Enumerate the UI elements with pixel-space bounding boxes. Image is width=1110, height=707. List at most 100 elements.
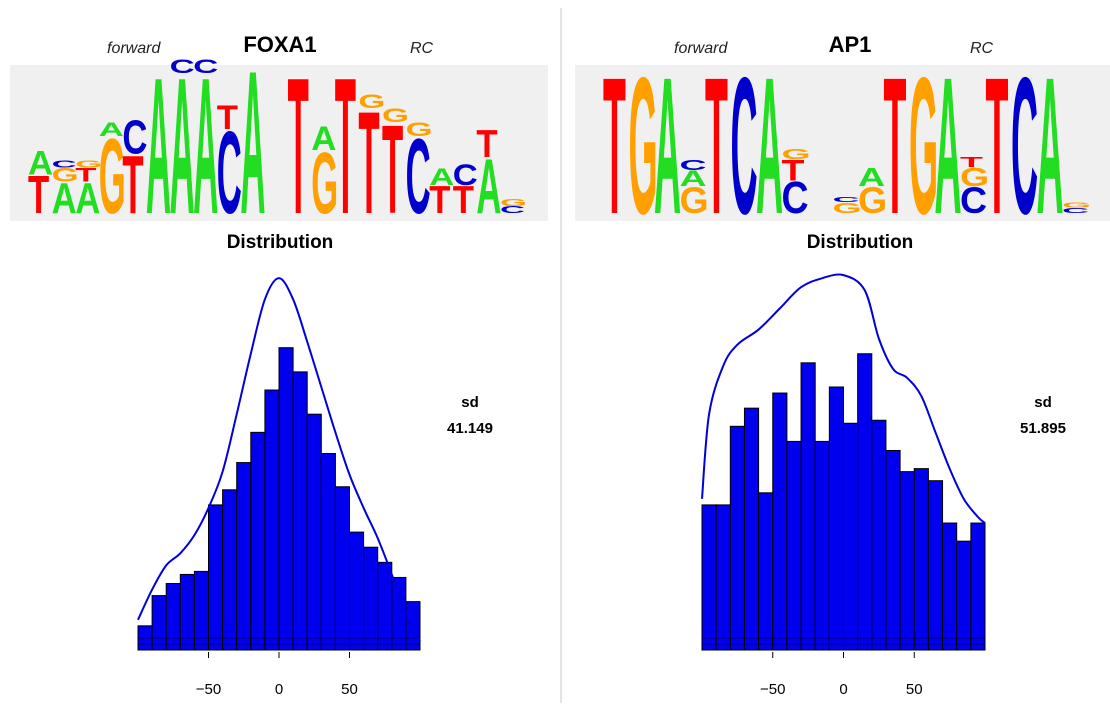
histogram-bar [956, 540, 972, 651]
logo-letter-T: T [705, 37, 728, 255]
logo-letter-A: A [240, 29, 265, 258]
histogram-bar [264, 389, 280, 651]
forward-label: forward [107, 40, 161, 57]
histogram-bar [165, 582, 181, 651]
motif-title: AP1 [828, 32, 872, 57]
rc-label: RC [970, 40, 994, 57]
logo-letter-T: T [453, 178, 475, 221]
logo-letter-C: C [833, 196, 860, 204]
histogram-bar [715, 504, 731, 651]
distribution-histogram: −50 0 50 [137, 277, 421, 698]
logo-letter-C: C [406, 116, 431, 236]
x-tick-label: −50 [196, 681, 221, 698]
logo-letter-A: A [170, 38, 195, 255]
logo-letter-A: A [476, 142, 501, 230]
sd-value: 41.149 [447, 420, 493, 437]
logo-letter-G: G [500, 198, 527, 209]
x-tick-label: 0 [275, 681, 283, 698]
histogram-bar [405, 601, 421, 651]
logo-letter-G: G [680, 179, 709, 221]
logo-letter-G: G [52, 164, 79, 185]
logo-letter-G: G [1062, 201, 1091, 209]
motif-title: FOXA1 [243, 32, 317, 57]
logo-letter-T: T [288, 38, 309, 255]
logo-letter-A: A [146, 38, 171, 255]
distribution-histogram: −50 0 50 [701, 273, 986, 698]
sequence-logo-background [575, 65, 1110, 221]
logo-letter-C: C [680, 157, 707, 174]
logo-letter-G: G [382, 105, 409, 126]
histogram-bar [391, 576, 407, 651]
logo-letter-A: A [193, 38, 218, 255]
sd-value: 51.895 [1020, 420, 1066, 437]
logo-letter-T: T [884, 37, 907, 255]
logo-letter-C: C [170, 56, 195, 77]
logo-letter-G: G [406, 119, 433, 140]
forward-label: forward [674, 40, 728, 57]
histogram-bar [334, 486, 350, 651]
rc-label: RC [410, 40, 434, 57]
logo-letter-T: T [603, 37, 626, 255]
logo-letter-T: T [960, 154, 984, 171]
logo-letter-T: T [429, 178, 451, 221]
histogram-bar [236, 462, 252, 651]
logo-letter-G: G [629, 37, 658, 255]
logo-letter-G: G [75, 159, 102, 170]
x-tick-label: 50 [906, 681, 923, 698]
histogram-bar [320, 453, 336, 651]
logo-letter-T: T [358, 82, 379, 244]
logo-letter-T: T [382, 98, 403, 240]
distribution-title: Distribution [806, 232, 914, 253]
x-tick-label: −50 [760, 681, 785, 698]
logo-letter-G: G [833, 200, 862, 217]
histogram-bar [363, 546, 379, 651]
logo-letter-A: A [429, 164, 454, 191]
histogram-bar [151, 595, 167, 651]
histogram-bar [208, 504, 224, 651]
logo-letter-T: T [986, 37, 1009, 255]
logo-letter-C: C [122, 110, 147, 164]
logo-letter-T: T [28, 164, 50, 224]
histogram-bar [913, 468, 929, 651]
sd-label: sd [461, 394, 479, 411]
logo-letter-A: A [311, 120, 336, 158]
logo-letter-G: G [909, 37, 938, 255]
logo-letter-G: G [858, 179, 887, 221]
logo-letter-T: T [217, 99, 238, 137]
logo-letter-C: C [193, 56, 218, 77]
distribution-title: Distribution [226, 232, 334, 253]
histogram-bar [927, 480, 944, 651]
histogram-bar [701, 504, 717, 651]
histogram-bar [758, 492, 774, 651]
density-curve [701, 273, 986, 524]
logo-letter-T: T [122, 140, 143, 231]
logo-letter-C: C [960, 179, 987, 221]
histogram-bar [222, 489, 238, 651]
logo-letter-G: G [358, 91, 385, 112]
logo-letter-G: G [782, 146, 811, 163]
histogram-bar [250, 431, 266, 651]
panel-divider [560, 8, 562, 703]
density-curve [137, 277, 421, 642]
histogram-bar [743, 407, 760, 651]
histogram-bar [857, 353, 873, 651]
logo-letter-A: A [52, 174, 77, 223]
logo-letter-C: C [453, 159, 478, 192]
histogram-bar [772, 392, 788, 651]
logo-letter-C: C [1062, 206, 1089, 214]
logo-letter-T: T [782, 154, 805, 188]
logo-letter-G: G [960, 162, 989, 191]
histogram-bar [942, 522, 958, 651]
x-tick-label: 0 [839, 681, 847, 698]
logo-letter-C: C [217, 109, 242, 239]
logo-letter-A: A [75, 174, 100, 223]
sequence-logo-background [10, 65, 548, 221]
logo-letter-G: G [311, 135, 338, 232]
histogram-bar [970, 522, 986, 651]
logo-letter-A: A [858, 162, 885, 191]
logo-letter-G: G [99, 116, 126, 236]
logo-letter-C: C [1011, 37, 1038, 255]
